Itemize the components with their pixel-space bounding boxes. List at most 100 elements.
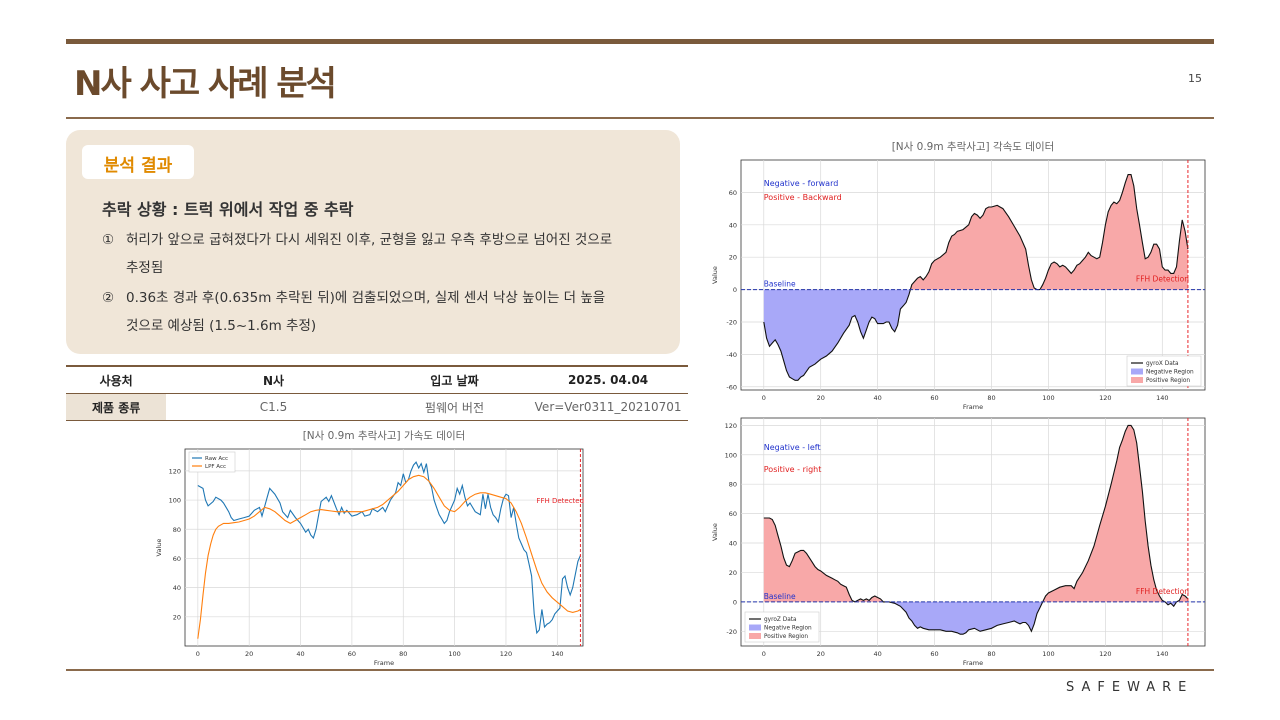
item-marker: ② <box>102 290 115 306</box>
x-tick-label: 0 <box>762 650 766 658</box>
legend-label: gyroX Data <box>1146 361 1179 367</box>
item-line: 추정됨 <box>126 260 164 276</box>
y-tick-label: -60 <box>726 383 737 391</box>
baseline-annotation: Baseline <box>764 592 796 601</box>
table-row: 제품 종류 C1.5 펌웨어 버전 Ver=Ver0311_20210701 <box>66 393 688 421</box>
x-tick-label: 140 <box>551 650 563 658</box>
x-tick-label: 40 <box>296 650 304 658</box>
item-line: 것으로 예상됨 (1.5~1.6m 추정) <box>126 318 317 334</box>
y-tick-label: 0 <box>733 598 737 606</box>
x-tick-label: 40 <box>873 394 881 402</box>
item-line: 허리가 앞으로 굽혀졌다가 다시 세워진 이후, 균형을 잃고 우측 후방으로 … <box>126 232 613 248</box>
analysis-badge-label: 분석 결과 <box>103 156 173 176</box>
table-cell: C1.5 <box>166 393 381 421</box>
legend-swatch <box>749 624 761 631</box>
positive-region <box>910 174 1188 290</box>
table-cell: 2025. 04.04 <box>528 365 688 394</box>
x-tick-label: 120 <box>500 650 512 658</box>
y-tick-label: 60 <box>173 555 181 563</box>
y-tick-label: 60 <box>729 189 737 197</box>
table-row: 사용처 N사 입고 날짜 2025. 04.04 <box>66 365 688 394</box>
y-tick-label: -40 <box>726 351 737 359</box>
y-tick-label: 40 <box>173 584 181 592</box>
legend-label: gyroZ Data <box>764 617 797 623</box>
x-tick-label: 60 <box>930 394 938 402</box>
x-tick-label: 80 <box>987 650 995 658</box>
ffh-annotation: FFH Detection <box>1136 587 1189 596</box>
series-line-lpf <box>197 474 581 639</box>
bottom-rule <box>66 669 1214 671</box>
item-marker: ① <box>102 232 115 248</box>
x-tick-label: 140 <box>1156 650 1168 658</box>
legend-swatch <box>1131 368 1143 375</box>
y-tick-label: 120 <box>725 422 737 430</box>
x-tick-label: 80 <box>987 394 995 402</box>
y-tick-label: 20 <box>729 569 737 577</box>
analysis-item-2: ② 0.36초 경과 후(0.635m 추락된 뒤)에 검출되었으며, 실제 센… <box>102 284 672 340</box>
table-cell: 입고 날짜 <box>380 365 529 394</box>
x-tick-label: 60 <box>348 650 356 658</box>
analysis-badge: 분석 결과 <box>82 145 194 179</box>
table-cell: Ver=Ver0311_20210701 <box>528 393 688 421</box>
plot-area <box>184 448 584 647</box>
y-tick-label: 40 <box>729 221 737 229</box>
x-axis-label: Frame <box>963 659 983 667</box>
table-cell: 사용처 <box>66 365 167 394</box>
gyrox-chart: [N사 0.9m 추락사고] 각속도 데이터 0 20 40 60 80 100 120 140… <box>711 141 1206 411</box>
chart-title: [N사 0.9m 추락사고] 각속도 데이터 <box>892 141 1055 153</box>
table-cell: N사 <box>166 365 381 394</box>
legend-label: Raw Acc <box>205 456 228 462</box>
chart-title: [N사 0.9m 추락사고] 가속도 데이터 <box>303 430 466 442</box>
legend-label: Negative Region <box>764 626 812 632</box>
ffh-annotation: FFH Detected <box>536 497 584 505</box>
negative-region <box>763 289 1188 381</box>
x-axis-label: Frame <box>374 659 394 667</box>
direction-annotation: Negative - forward <box>764 179 839 188</box>
y-tick-label: -20 <box>726 628 737 636</box>
x-tick-label: 80 <box>399 650 407 658</box>
series-line-raw <box>197 461 581 635</box>
legend-label: Positive Region <box>1146 378 1190 384</box>
baseline-annotation: Baseline <box>764 280 796 289</box>
table-cell: 펌웨어 버전 <box>380 393 529 421</box>
y-tick-label: 120 <box>169 467 181 475</box>
direction-annotation: Positive - right <box>764 465 822 474</box>
x-tick-label: 40 <box>873 650 881 658</box>
legend-label: LPF Acc <box>205 464 226 470</box>
top-rule <box>66 39 1214 44</box>
legend-swatch <box>1131 377 1143 383</box>
x-tick-label: 60 <box>930 650 938 658</box>
x-tick-label: 120 <box>1099 394 1111 402</box>
legend-label: Positive Region <box>764 634 808 640</box>
title-divider <box>66 117 1214 119</box>
gyro-series-line <box>763 174 1189 381</box>
y-tick-label: 80 <box>729 481 737 489</box>
brand-logo: SAFEWARE <box>1066 680 1194 695</box>
x-tick-label: 120 <box>1099 650 1111 658</box>
y-tick-label: 60 <box>729 510 737 518</box>
x-tick-label: 100 <box>1042 394 1054 402</box>
y-tick-label: 20 <box>729 254 737 262</box>
y-axis-label: Value <box>711 523 719 541</box>
y-tick-label: 0 <box>733 286 737 294</box>
y-axis-label: Value <box>711 266 719 284</box>
x-tick-label: 20 <box>817 394 825 402</box>
direction-annotation: Negative - left <box>764 443 821 452</box>
page-title: N사 사고 사례 분석 <box>74 64 337 104</box>
negative-region <box>763 601 1188 635</box>
x-tick-label: 100 <box>448 650 460 658</box>
analysis-subtitle: 추락 상황 : 트럭 위에서 작업 중 추락 <box>102 200 354 219</box>
y-tick-label: 40 <box>729 540 737 548</box>
x-axis-label: Frame <box>963 403 983 411</box>
x-tick-label: 140 <box>1156 394 1168 402</box>
y-tick-label: 80 <box>173 526 181 534</box>
x-tick-label: 20 <box>817 650 825 658</box>
gyro-series-line <box>763 424 1189 635</box>
legend-label: Negative Region <box>1146 370 1194 376</box>
x-tick-label: 20 <box>245 650 253 658</box>
y-axis-label: Value <box>155 539 163 557</box>
direction-annotation: Positive - Backward <box>764 193 842 202</box>
table-cell: 제품 종류 <box>66 393 167 421</box>
page-number: 15 <box>1188 72 1202 85</box>
x-tick-label: 0 <box>196 650 200 658</box>
